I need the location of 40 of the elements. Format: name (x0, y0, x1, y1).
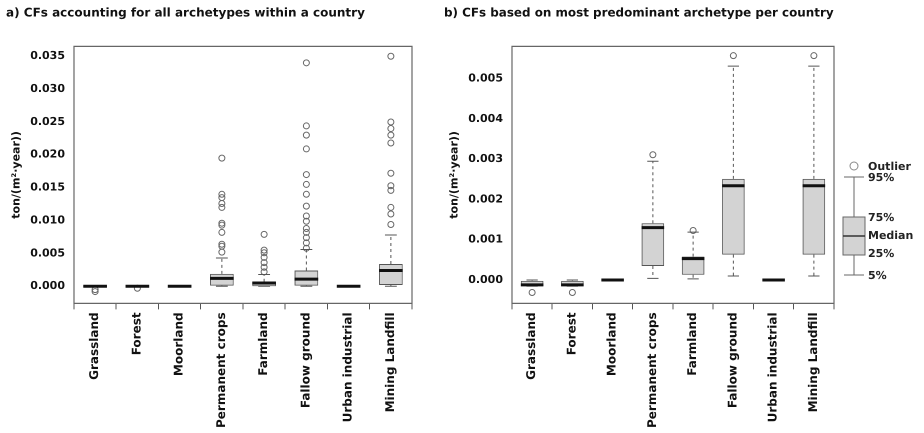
y-tick-label: 0.000 (468, 272, 504, 286)
x-tick-label: Urban industrial (340, 312, 355, 422)
x-tick-label: Permanent crops (214, 312, 228, 428)
y-tick-label: 0.035 (30, 49, 65, 62)
y-tick-label: 0.010 (30, 213, 66, 226)
y-tick-label: 0.004 (468, 112, 504, 125)
x-tick-label: Grassland (87, 312, 102, 380)
y-tick-label: 0.000 (30, 279, 66, 292)
text: 5% (868, 269, 887, 282)
y-axis-title: ton/(m²·year)) (447, 131, 460, 219)
text: 25% (868, 247, 894, 260)
y-axis-title: ton/(m²·year)) (9, 131, 22, 219)
x-tick-label: Forest (129, 312, 144, 356)
x-tick-label: Forest (564, 312, 578, 356)
chart-title: b) CFs based on most predominant archetype per country (444, 5, 834, 20)
x-tick-label: Moorland (604, 312, 619, 376)
x-tick-label: Moorland (172, 312, 186, 376)
x-tick-label: Urban industrial (766, 312, 780, 422)
text: 75% (868, 211, 894, 224)
x-tick-label: Farmland (256, 312, 270, 376)
y-tick-label: 0.002 (468, 192, 503, 206)
text: Median (868, 229, 914, 242)
y-tick-label: 0.030 (30, 82, 66, 95)
y-tick-label: 0.005 (468, 71, 503, 84)
y-tick-label: 0.001 (468, 232, 503, 246)
text: 95% (868, 171, 894, 184)
text: Outlier (868, 160, 911, 173)
y-tick-label: 0.005 (30, 246, 65, 260)
x-tick-label: Permanent crops (644, 312, 659, 428)
y-tick-label: 0.003 (468, 152, 503, 166)
y-tick-label: 0.020 (30, 148, 66, 161)
y-tick-label: 0.015 (30, 180, 65, 194)
chart-title: a) CFs accounting for all archetypes within a country (6, 5, 366, 20)
y-tick-label: 0.025 (30, 114, 65, 128)
x-tick-label: Grassland (524, 312, 538, 380)
x-tick-label: Fallow ground (726, 312, 740, 408)
x-tick-label: Mining Landfill (806, 312, 820, 412)
x-tick-label: Mining Landfill (383, 312, 397, 412)
x-tick-label: Farmland (685, 312, 700, 376)
x-tick-label: Fallow ground (298, 312, 312, 408)
